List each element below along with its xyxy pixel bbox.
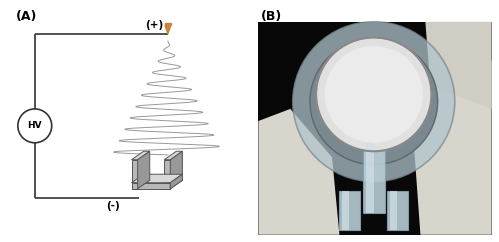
Polygon shape xyxy=(258,109,339,235)
Polygon shape xyxy=(413,60,492,235)
Text: (B): (B) xyxy=(261,10,282,23)
Bar xyxy=(390,191,397,230)
Polygon shape xyxy=(132,160,138,189)
Polygon shape xyxy=(425,22,492,109)
Bar xyxy=(387,191,408,230)
Polygon shape xyxy=(132,174,183,183)
Polygon shape xyxy=(170,174,183,189)
Text: (-): (-) xyxy=(107,201,120,211)
Polygon shape xyxy=(132,183,170,189)
Bar xyxy=(363,140,385,213)
Polygon shape xyxy=(138,151,150,189)
Circle shape xyxy=(325,46,423,143)
Bar xyxy=(342,191,349,230)
Polygon shape xyxy=(132,151,150,160)
Bar xyxy=(366,140,374,213)
Circle shape xyxy=(293,22,455,182)
Polygon shape xyxy=(165,23,171,25)
Circle shape xyxy=(310,39,438,165)
Polygon shape xyxy=(164,151,183,160)
Text: HV: HV xyxy=(27,121,42,130)
Bar xyxy=(339,191,360,230)
Circle shape xyxy=(316,38,432,151)
Text: (+): (+) xyxy=(145,20,164,30)
Polygon shape xyxy=(164,160,170,189)
Circle shape xyxy=(18,109,52,143)
Bar xyxy=(258,22,492,235)
Polygon shape xyxy=(170,151,183,189)
Text: (A): (A) xyxy=(15,10,37,23)
Polygon shape xyxy=(165,25,171,34)
